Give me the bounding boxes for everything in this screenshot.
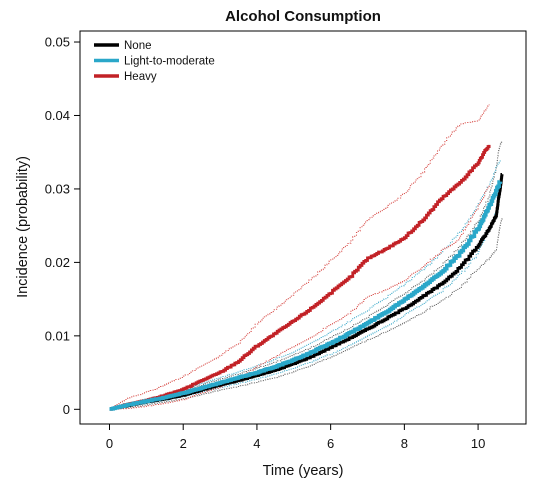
x-tick-label: 0	[106, 436, 113, 451]
legend-label-heavy: Heavy	[124, 71, 157, 83]
legend-label-light-to-moderate: Light-to-moderate	[124, 56, 215, 68]
confidence-bands	[109, 104, 503, 410]
x-tick-label: 6	[327, 436, 334, 451]
legend: None Light-to-moderate Heavy	[94, 40, 215, 83]
x-tick-label: 10	[471, 436, 485, 451]
series-lines	[109, 144, 504, 411]
heavy-upper-ci	[109, 104, 490, 410]
legend-label-none: None	[124, 40, 152, 52]
y-tick-label: 0.05	[45, 35, 70, 50]
x-tick-label: 8	[401, 436, 408, 451]
light-to-moderate-lower-ci	[109, 203, 501, 410]
x-tick-label: 2	[180, 436, 187, 451]
chart-title: Alcohol Consumption	[225, 8, 381, 25]
x-axis: 0 2 4 6 8 10	[106, 424, 485, 451]
y-tick-label: 0	[63, 402, 70, 417]
light-to-moderate-series-line	[109, 180, 502, 411]
none-lower-ci	[109, 218, 503, 410]
y-tick-label: 0.03	[45, 181, 70, 196]
x-axis-label: Time (years)	[263, 463, 344, 479]
heavy-series-line	[109, 144, 491, 411]
plot-frame	[79, 30, 527, 425]
y-axis: 0 0.01 0.02 0.03 0.04 0.05	[45, 35, 80, 417]
x-tick-label: 4	[253, 436, 260, 451]
none-upper-ci	[109, 140, 503, 410]
heavy-lower-ci	[109, 185, 490, 410]
y-tick-label: 0.02	[45, 255, 70, 270]
y-tick-label: 0.01	[45, 328, 70, 343]
y-axis-label: Incidence (probability)	[15, 156, 31, 298]
y-tick-label: 0.04	[45, 108, 70, 123]
